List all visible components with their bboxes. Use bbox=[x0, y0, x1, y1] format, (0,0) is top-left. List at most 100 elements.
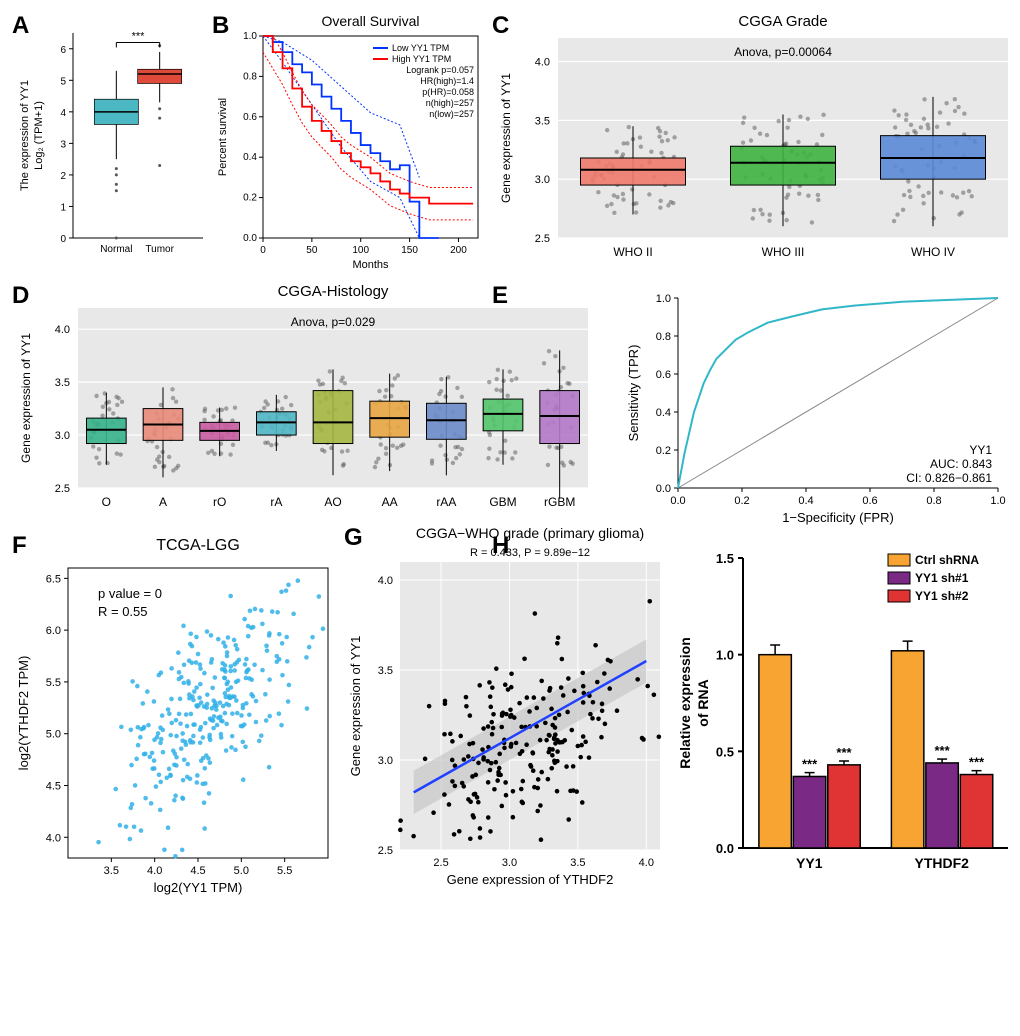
svg-text:Gene expression of YY1: Gene expression of YY1 bbox=[499, 73, 513, 203]
svg-text:YY1 sh#2: YY1 sh#2 bbox=[915, 589, 969, 603]
svg-text:0.6: 0.6 bbox=[656, 369, 671, 381]
panel-a-label: A bbox=[12, 12, 29, 40]
svg-text:0.4: 0.4 bbox=[798, 495, 813, 507]
svg-text:0.8: 0.8 bbox=[926, 495, 941, 507]
svg-text:CI: 0.826−0.861: CI: 0.826−0.861 bbox=[906, 471, 992, 485]
panel-c-label: C bbox=[492, 12, 509, 40]
svg-text:1.0: 1.0 bbox=[656, 293, 671, 305]
svg-text:0.6: 0.6 bbox=[243, 112, 257, 123]
svg-text:0.5: 0.5 bbox=[716, 744, 734, 759]
svg-text:1.0: 1.0 bbox=[990, 495, 1005, 507]
svg-text:WHO II: WHO II bbox=[613, 245, 652, 259]
svg-text:AUC: 0.843: AUC: 0.843 bbox=[930, 457, 992, 471]
svg-text:R = 0.55: R = 0.55 bbox=[98, 604, 148, 619]
svg-text:0.4: 0.4 bbox=[243, 152, 257, 163]
svg-text:5: 5 bbox=[60, 76, 66, 87]
svg-text:Gene expression of YY1: Gene expression of YY1 bbox=[19, 333, 33, 463]
svg-text:200: 200 bbox=[450, 245, 467, 256]
svg-text:1−Specificity (FPR): 1−Specificity (FPR) bbox=[782, 510, 894, 525]
svg-text:HR(high)=1.4: HR(high)=1.4 bbox=[420, 76, 474, 86]
svg-text:0.0: 0.0 bbox=[656, 483, 671, 495]
svg-text:Ctrl shRNA: Ctrl shRNA bbox=[915, 553, 979, 567]
svg-text:Tumor: Tumor bbox=[145, 244, 174, 255]
svg-text:The expression of YY1: The expression of YY1 bbox=[19, 80, 31, 191]
svg-text:3.5: 3.5 bbox=[104, 865, 119, 877]
svg-text:2.5: 2.5 bbox=[535, 233, 550, 245]
panel-a: A 0123456NormalTumor***The expression of… bbox=[8, 8, 208, 278]
svg-text:0.4: 0.4 bbox=[656, 407, 671, 419]
svg-text:0.6: 0.6 bbox=[862, 495, 877, 507]
svg-text:3.0: 3.0 bbox=[535, 174, 550, 186]
svg-text:3.0: 3.0 bbox=[55, 430, 70, 442]
svg-text:6: 6 bbox=[60, 45, 66, 56]
svg-text:Overall Survival: Overall Survival bbox=[321, 13, 419, 29]
svg-text:Log₂ (TPM+1): Log₂ (TPM+1) bbox=[33, 101, 45, 170]
svg-text:100: 100 bbox=[352, 245, 369, 256]
panel-h: H 0.00.51.01.5******YY1******YTHDF2Ctrl … bbox=[488, 528, 1020, 898]
svg-text:Months: Months bbox=[352, 259, 389, 271]
svg-text:rO: rO bbox=[213, 495, 226, 509]
svg-text:***: *** bbox=[934, 743, 950, 758]
panel-g-label: G bbox=[344, 524, 363, 552]
svg-text:4.0: 4.0 bbox=[378, 575, 393, 587]
svg-text:4.0: 4.0 bbox=[147, 865, 162, 877]
svg-text:0.0: 0.0 bbox=[670, 495, 685, 507]
svg-text:150: 150 bbox=[401, 245, 418, 256]
svg-text:4.0: 4.0 bbox=[46, 832, 61, 844]
svg-text:2.5: 2.5 bbox=[55, 483, 70, 495]
svg-text:3.5: 3.5 bbox=[55, 377, 70, 389]
svg-text:WHO IV: WHO IV bbox=[911, 245, 955, 259]
svg-text:Low YY1 TPM: Low YY1 TPM bbox=[392, 43, 449, 53]
svg-text:O: O bbox=[102, 495, 111, 509]
svg-text:1.0: 1.0 bbox=[243, 31, 257, 42]
svg-text:AO: AO bbox=[324, 495, 341, 509]
panel-f: F TCGA-LGG3.54.04.55.05.54.04.55.05.56.0… bbox=[8, 528, 348, 898]
svg-text:1.5: 1.5 bbox=[716, 551, 734, 566]
svg-text:***: *** bbox=[836, 745, 852, 760]
svg-text:4.5: 4.5 bbox=[46, 781, 61, 793]
svg-text:50: 50 bbox=[306, 245, 318, 256]
panel-e-label: E bbox=[492, 282, 508, 310]
svg-text:Anova, p=0.00064: Anova, p=0.00064 bbox=[734, 45, 832, 59]
panel-b: B Overall Survival0501001502000.00.20.40… bbox=[208, 8, 488, 278]
panel-f-label: F bbox=[12, 532, 27, 560]
svg-text:High YY1 TPM: High YY1 TPM bbox=[392, 54, 451, 64]
panel-h-label: H bbox=[492, 532, 509, 560]
svg-text:Anova, p=0.029: Anova, p=0.029 bbox=[291, 315, 376, 329]
svg-text:p value = 0: p value = 0 bbox=[98, 586, 162, 601]
svg-text:CGGA Grade: CGGA Grade bbox=[738, 13, 827, 30]
svg-text:0.0: 0.0 bbox=[716, 841, 734, 856]
svg-text:4.5: 4.5 bbox=[190, 865, 205, 877]
svg-text:rAA: rAA bbox=[436, 495, 456, 509]
svg-text:rA: rA bbox=[270, 495, 282, 509]
svg-text:WHO III: WHO III bbox=[762, 245, 805, 259]
svg-text:0.8: 0.8 bbox=[656, 331, 671, 343]
svg-text:YTHDF2: YTHDF2 bbox=[915, 855, 970, 871]
panel-d-label: D bbox=[12, 282, 29, 310]
svg-text:A: A bbox=[159, 495, 167, 509]
svg-text:AA: AA bbox=[382, 495, 398, 509]
svg-text:5.0: 5.0 bbox=[46, 729, 61, 741]
svg-text:Normal: Normal bbox=[100, 244, 132, 255]
svg-text:p(HR)=0.058: p(HR)=0.058 bbox=[422, 87, 474, 97]
svg-text:5.5: 5.5 bbox=[277, 865, 292, 877]
panel-b-label: B bbox=[212, 12, 229, 40]
svg-text:***: *** bbox=[802, 757, 818, 772]
panel-e: E 0.00.20.40.60.81.00.00.20.40.60.81.01−… bbox=[488, 278, 1020, 528]
svg-text:0.2: 0.2 bbox=[243, 193, 257, 204]
svg-text:4: 4 bbox=[60, 108, 66, 119]
svg-text:6.0: 6.0 bbox=[46, 625, 61, 637]
svg-text:2.5: 2.5 bbox=[433, 857, 448, 869]
svg-text:n(low)=257: n(low)=257 bbox=[429, 109, 474, 119]
svg-text:***: *** bbox=[132, 30, 146, 42]
svg-text:2: 2 bbox=[60, 171, 66, 182]
svg-text:CGGA-Histology: CGGA-Histology bbox=[278, 283, 389, 300]
panel-c: C 2.53.03.54.0WHO IIWHO IIIWHO IVCGGA Gr… bbox=[488, 8, 1020, 278]
svg-text:YY1: YY1 bbox=[796, 855, 823, 871]
svg-text:Percent survival: Percent survival bbox=[217, 98, 229, 176]
svg-text:TCGA-LGG: TCGA-LGG bbox=[156, 537, 240, 554]
svg-text:Gene expression of YY1: Gene expression of YY1 bbox=[348, 636, 363, 777]
svg-text:log2(YTHDF2 TPM): log2(YTHDF2 TPM) bbox=[16, 656, 31, 771]
svg-text:Logrank p=0.057: Logrank p=0.057 bbox=[406, 65, 474, 75]
svg-text:6.5: 6.5 bbox=[46, 573, 61, 585]
